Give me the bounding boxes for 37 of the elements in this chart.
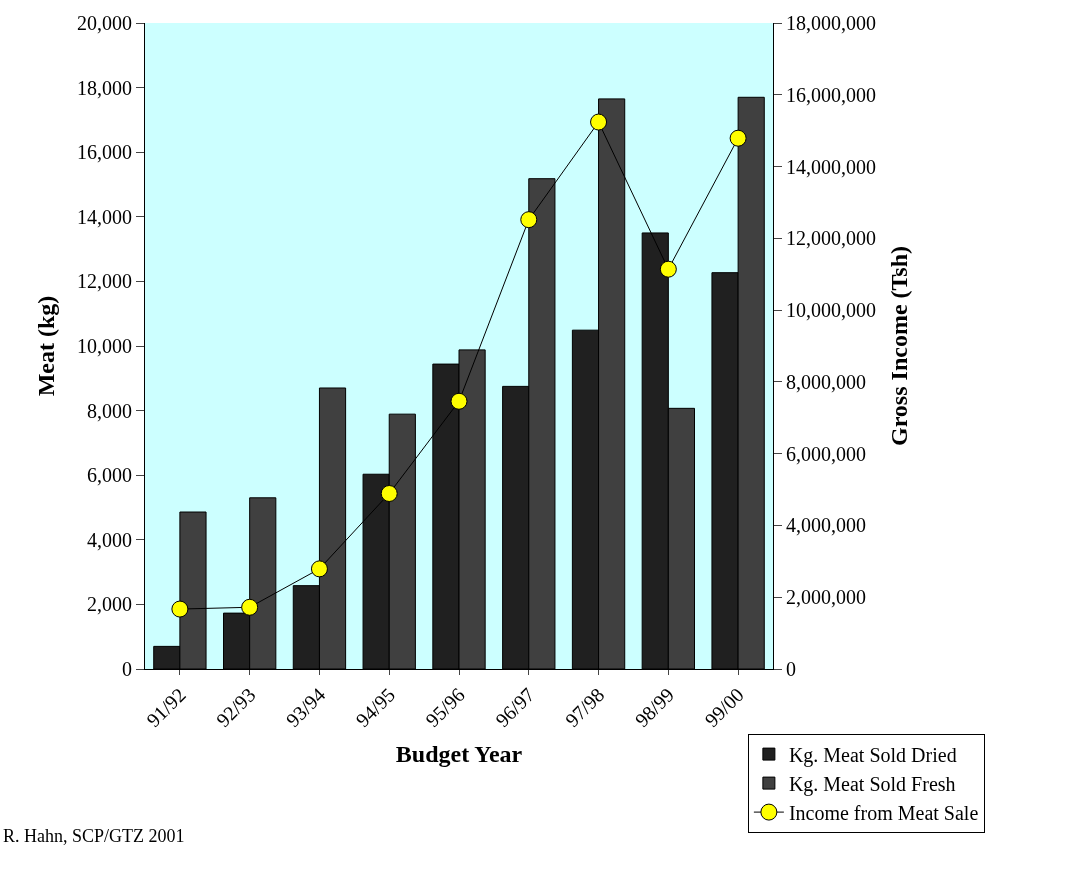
point	[520, 211, 538, 229]
y-tick-label: 8,000	[87, 399, 132, 422]
x-axis-title: Budget Year	[395, 741, 523, 768]
point	[380, 485, 398, 502]
y2-tick-label: 10,000,000	[786, 299, 876, 322]
text: R. Hahn, SCP/GTZ 2001	[3, 826, 185, 846]
legend-label: Kg. Meat Sold Fresh	[788, 772, 956, 796]
y-tick-label: 10,000	[77, 335, 132, 357]
point	[241, 598, 259, 616]
y2-tick-label: 18,000,000	[786, 12, 876, 34]
y-axis-title: Meat (kg)	[33, 295, 60, 397]
y-tick-label: 18,000	[77, 76, 132, 99]
legend-label: Kg. Meat Sold Dried	[788, 743, 957, 767]
point	[310, 560, 328, 578]
point	[590, 113, 608, 131]
y-tick-label: 16,000	[77, 141, 132, 164]
y2-tick-label: 4,000,000	[786, 514, 866, 537]
y2-tick-label: 2,000,000	[786, 586, 866, 609]
y-tick-label: 0	[122, 658, 132, 680]
y2-tick-label: 14,000,000	[786, 155, 876, 178]
point	[450, 392, 468, 410]
legend-label: Income from Meat Sale	[788, 801, 979, 824]
y-tick-label: 4,000	[87, 528, 132, 551]
y-tick-label: 20,000	[77, 12, 132, 34]
y-tick-label: 14,000	[77, 205, 132, 228]
y2-tick-label: 16,000,000	[786, 83, 876, 106]
y2-tick-label: 0	[786, 658, 796, 680]
y-tick-label: 12,000	[77, 270, 132, 293]
y-tick-label: 6,000	[87, 464, 132, 487]
point	[659, 260, 677, 278]
y2-tick-label: 8,000,000	[786, 370, 866, 393]
point	[171, 600, 189, 618]
y2-tick-label: 6,000,000	[786, 442, 866, 465]
point	[729, 129, 747, 147]
y2-tick-label: 12,000,000	[786, 227, 876, 250]
y-tick-label: 2,000	[87, 593, 132, 616]
y2-axis-title: Gross Income (Tsh)	[886, 245, 913, 447]
